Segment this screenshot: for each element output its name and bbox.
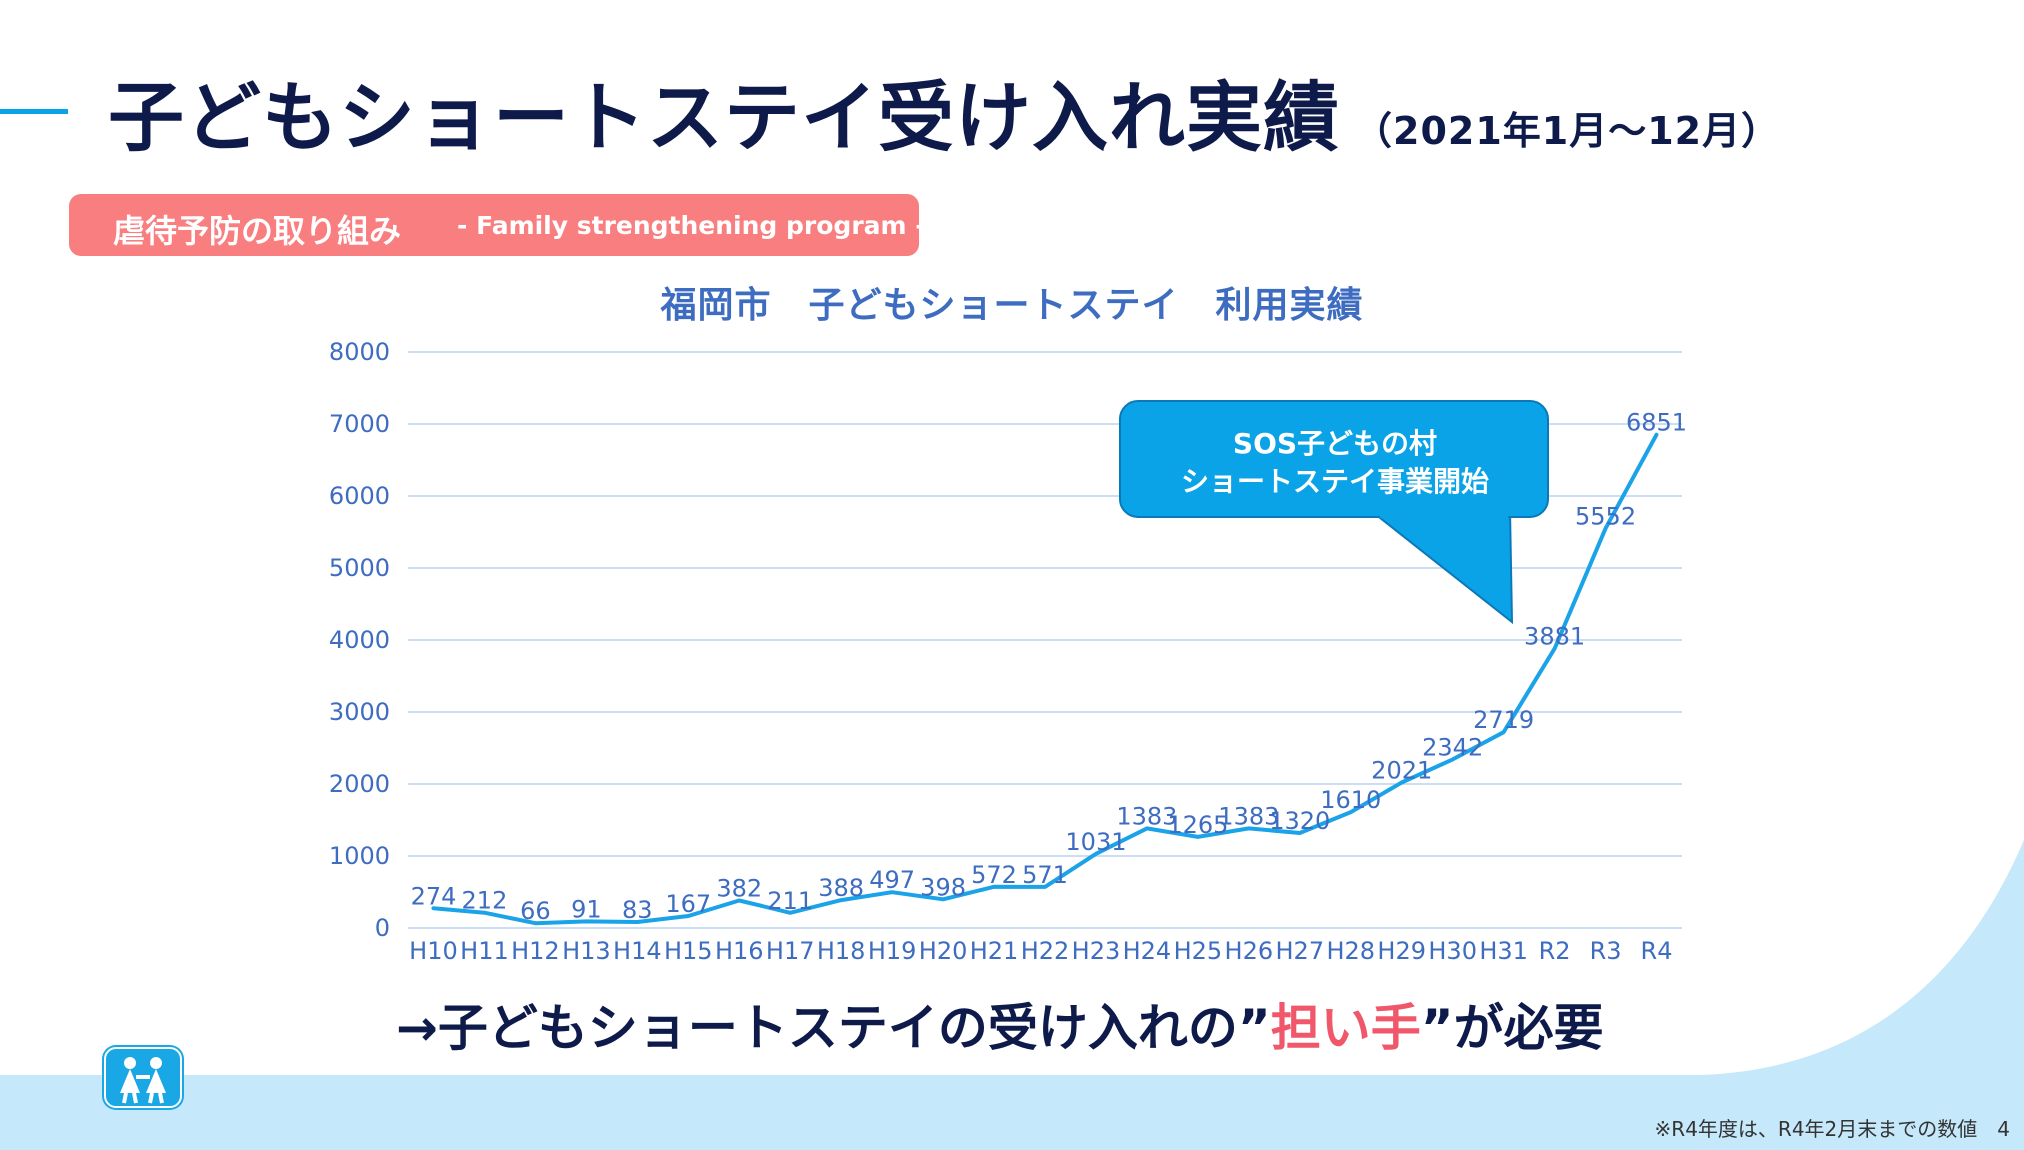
x-tick-label: H26 xyxy=(1225,937,1274,965)
conclusion-prefix: →子どもショートステイの受け入れの” xyxy=(396,999,1271,1057)
y-tick-label: 5000 xyxy=(329,554,390,582)
y-tick-label: 6000 xyxy=(329,482,390,510)
x-tick-label: H19 xyxy=(868,937,917,965)
data-label: 388 xyxy=(818,874,864,902)
x-tick-label: H27 xyxy=(1276,937,1325,965)
data-label: 2021 xyxy=(1371,756,1432,784)
y-tick-label: 0 xyxy=(375,914,390,942)
x-tick-label: H16 xyxy=(715,937,764,965)
callout-pointer xyxy=(1367,509,1514,625)
y-tick-label: 7000 xyxy=(329,410,390,438)
data-label: 398 xyxy=(920,873,966,901)
callout-line-1: SOS子どもの村 xyxy=(1232,427,1438,460)
x-tick-label: H30 xyxy=(1428,937,1477,965)
x-tick-label: H24 xyxy=(1123,937,1172,965)
data-label: 212 xyxy=(462,887,508,915)
data-label: 1265 xyxy=(1167,811,1228,839)
x-tick-label: H10 xyxy=(409,937,458,965)
sos-logo-figures xyxy=(120,1057,166,1104)
data-label: 1320 xyxy=(1269,807,1330,835)
data-label: 5552 xyxy=(1575,502,1636,530)
series-line xyxy=(431,432,1659,926)
x-tick-label: H21 xyxy=(970,937,1019,965)
x-tick-label: H17 xyxy=(766,937,815,965)
data-label: 1383 xyxy=(1116,802,1177,830)
data-label: 3881 xyxy=(1524,623,1585,651)
x-tick-label: H20 xyxy=(919,937,968,965)
x-tick-label: H28 xyxy=(1326,937,1375,965)
period-label: （2021年1月～12月） xyxy=(1354,109,1781,153)
data-label: 66 xyxy=(520,897,551,925)
x-tick-label: H11 xyxy=(460,937,509,965)
program-badge-en: - Family strengthening program - xyxy=(457,211,926,240)
data-label: 1031 xyxy=(1065,828,1126,856)
data-label: 167 xyxy=(665,890,711,918)
callout-bubble xyxy=(1119,400,1549,625)
chart-series xyxy=(431,432,1659,926)
y-tick-label: 4000 xyxy=(329,626,390,654)
x-tick-label: H12 xyxy=(511,937,560,965)
y-tick-label: 1000 xyxy=(329,842,390,870)
y-tick-label: 2000 xyxy=(329,770,390,798)
data-label: 91 xyxy=(571,895,602,923)
callout-box xyxy=(1119,400,1549,518)
x-tick-label: H13 xyxy=(562,937,611,965)
y-tick-label: 8000 xyxy=(329,338,390,366)
x-tick-label: H14 xyxy=(613,937,662,965)
data-label: 1610 xyxy=(1320,786,1381,814)
x-tick-label: H31 xyxy=(1479,937,1528,965)
page-title: 子どもショートステイ受け入れ実績 （2021年1月～12月） xyxy=(108,56,1781,162)
x-tick-label: R3 xyxy=(1590,937,1622,965)
program-badge-jp: 虐待予防の取り組み xyxy=(113,212,402,250)
data-label: 497 xyxy=(869,866,915,894)
x-tick-label: H15 xyxy=(664,937,713,965)
x-tick-label: H22 xyxy=(1021,937,1070,965)
data-label: 571 xyxy=(1022,861,1068,889)
data-label: 1383 xyxy=(1218,802,1279,830)
conclusion-suffix: ”が必要 xyxy=(1420,999,1604,1057)
sos-logo-icon xyxy=(104,1047,182,1108)
callout-text: SOS子どもの村 ショートステイ事業開始 xyxy=(1120,425,1550,501)
footnote: ※R4年度は、R4年2月末までの数値 4 xyxy=(1654,1117,2010,1141)
conclusion-text: →子どもショートステイの受け入れの”担い手”が必要 xyxy=(396,988,1604,1060)
x-tick-label: H23 xyxy=(1072,937,1121,965)
conclusion-highlight: 担い手 xyxy=(1270,999,1421,1057)
data-label: 211 xyxy=(767,887,813,915)
x-tick-label: R2 xyxy=(1539,937,1571,965)
data-label: 2719 xyxy=(1473,706,1534,734)
data-label: 83 xyxy=(622,896,653,924)
x-tick-label: H25 xyxy=(1174,937,1223,965)
y-tick-label: 3000 xyxy=(329,698,390,726)
data-label: 572 xyxy=(971,861,1017,889)
data-label: 2342 xyxy=(1422,733,1483,761)
page-title-text: 子どもショートステイ受け入れ実績 xyxy=(108,73,1340,162)
data-label: 382 xyxy=(716,874,762,902)
data-label: 6851 xyxy=(1626,409,1687,437)
x-tick-label: H29 xyxy=(1377,937,1426,965)
x-tick-label: R4 xyxy=(1641,937,1673,965)
data-label: 274 xyxy=(411,882,457,910)
program-badge: 虐待予防の取り組み - Family strengthening program… xyxy=(69,194,926,256)
chart-title: 福岡市 子どもショートステイ 利用実績 xyxy=(660,285,1364,326)
callout-line-2: ショートステイ事業開始 xyxy=(1180,465,1489,498)
title-accent-line xyxy=(0,109,68,114)
x-tick-label: H18 xyxy=(817,937,866,965)
